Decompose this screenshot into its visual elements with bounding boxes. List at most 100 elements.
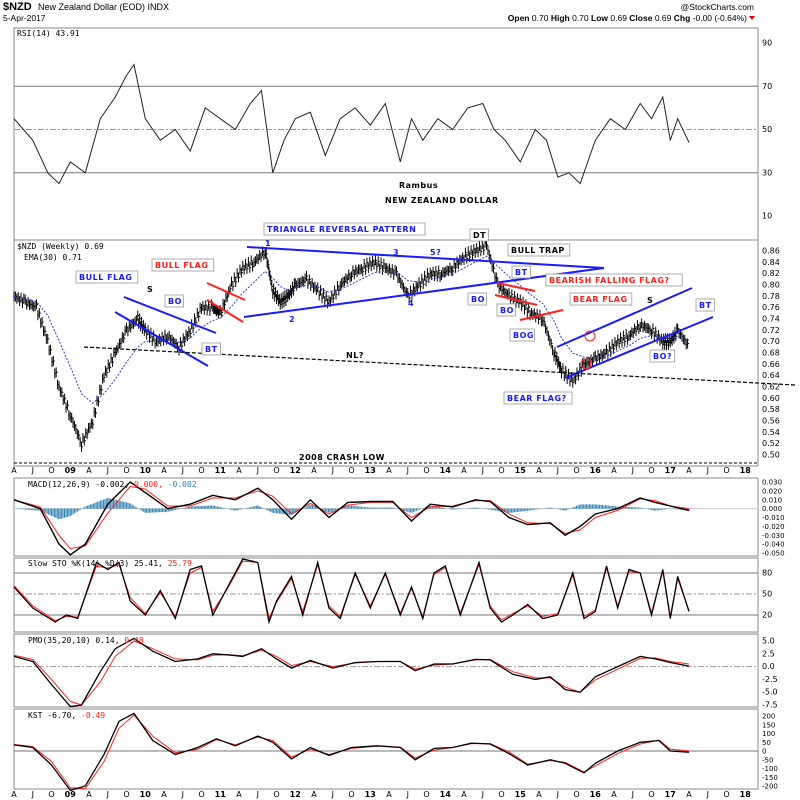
legends: RSI(14) 43.91 $NZD (Weekly) 0.69 EMA(30)… <box>17 29 197 720</box>
x-tick-label: A <box>161 466 167 475</box>
annotation-label: 5? <box>430 248 441 257</box>
y-tick-label: -0.040 <box>762 541 785 549</box>
annotation-box <box>263 222 426 236</box>
annotation-box <box>164 294 184 308</box>
annotation-label: BO <box>496 303 516 317</box>
y-tick-label: 100 <box>762 730 775 738</box>
x-tick-label: 15 <box>515 466 527 475</box>
y-tick-label: -150 <box>762 774 778 782</box>
annotation-text: BOG <box>513 331 534 340</box>
annotation-text: 1 <box>265 239 271 248</box>
x-tick-label: J <box>631 790 634 799</box>
annotation-text: BO <box>168 297 182 306</box>
annotation-text: Rambus <box>399 181 438 190</box>
x-tick-label: J <box>406 466 409 475</box>
annotation-text: BT <box>205 345 218 354</box>
symbol: $NZD <box>3 1 32 13</box>
annotation-box <box>507 243 571 257</box>
y-tick-label: 80 <box>762 569 772 578</box>
x-tick-label: 18 <box>740 466 752 475</box>
x-tick-label: O <box>648 790 654 799</box>
x-tick-label: A <box>11 790 17 799</box>
x-tick-label: 18 <box>740 790 752 799</box>
y-tick-label: 0.60 <box>762 394 780 403</box>
pmo-signal-line <box>13 640 690 706</box>
x-tick-label: J <box>556 466 559 475</box>
kst-legend: KST -6.70, -0.49 <box>28 711 105 720</box>
annotation-label: BT <box>201 342 221 356</box>
highlight-circle <box>580 358 592 370</box>
annotation-text: S <box>147 285 153 294</box>
x-tick-label: O <box>723 466 729 475</box>
instrument-name: New Zealand Dollar (EOD) INDX <box>38 2 169 12</box>
x-tick-label: O <box>498 790 504 799</box>
x-tick-label: A <box>86 790 92 799</box>
x-tick-label: O <box>573 790 579 799</box>
chg-label: Chg <box>674 13 691 23</box>
annotation-label: Rambus <box>399 181 438 190</box>
panel-frame <box>13 633 759 708</box>
trendline <box>496 282 536 292</box>
chart-panels: 90705030100.860.840.820.800.780.760.740.… <box>11 27 785 799</box>
pmo-line <box>13 637 690 708</box>
annotation-text: BEAR FLAG <box>573 295 628 304</box>
annotation-label: NL? <box>346 351 363 360</box>
kst-value: KST -6.70, <box>28 711 76 720</box>
y-tick-label: 0.010 <box>762 496 782 504</box>
x-tick-label: O <box>648 466 654 475</box>
x-tick-label: O <box>48 790 54 799</box>
y-tick-label: 5.0 <box>762 637 775 646</box>
y-tick-label: 90 <box>762 39 772 48</box>
kst-signal-line <box>13 714 690 790</box>
annotation-label: BT <box>511 265 531 279</box>
y-tick-label: 0.50 <box>762 451 780 460</box>
x-tick-label: A <box>11 466 17 475</box>
annotation-box <box>545 273 683 287</box>
high-label: High <box>551 13 570 23</box>
x-tick-label: J <box>331 790 334 799</box>
trendline <box>123 296 217 334</box>
y-tick-label: -5.0 <box>762 688 778 697</box>
y-tick-label: -0.030 <box>762 532 785 540</box>
y-tick-label: 0.58 <box>762 405 780 414</box>
close-value: 0.69 <box>655 13 672 23</box>
annotation-label: S <box>147 285 153 294</box>
x-tick-label: O <box>573 466 579 475</box>
annotation-text: 2 <box>289 315 295 324</box>
y-tick-label: -7.5 <box>762 701 778 710</box>
y-tick-label: 150 <box>762 721 775 729</box>
annotation-label: BO? <box>649 349 676 363</box>
x-tick-label: J <box>31 466 34 475</box>
x-tick-label: O <box>348 466 354 475</box>
annotation-text: NEW ZEALAND DOLLAR <box>385 196 499 205</box>
x-tick-label: 13 <box>365 466 376 475</box>
y-tick-label: 0.56 <box>762 417 780 426</box>
sto-d-value: 25.79 <box>168 559 192 568</box>
rsi-line <box>13 63 690 185</box>
annotation-box <box>467 292 487 306</box>
x-tick-label: J <box>106 790 109 799</box>
pmo-signal-value: 0.48 <box>124 636 143 645</box>
x-tick-label: 10 <box>140 466 152 475</box>
x-tick-label: J <box>31 790 34 799</box>
annotation-text: BT <box>515 268 528 277</box>
y-tick-label: 0.84 <box>762 258 780 267</box>
y-tick-label: 0.020 <box>762 487 782 495</box>
x-tick-label: 09 <box>65 790 77 799</box>
annotation-text: DT <box>473 231 486 240</box>
annotation-box <box>695 298 715 312</box>
x-tick-label: O <box>48 466 54 475</box>
sto-legend: Slow STO %K(14) %D(3) 25.41, 25.79 <box>28 559 192 568</box>
macd-value: MACD(12,26,9) -0.002, <box>28 480 129 489</box>
annotation-label: 3 <box>393 248 399 257</box>
y-tick-label: 0.000 <box>762 505 782 513</box>
macd-legend: MACD(12,26,9) -0.002, 0.000, -0.002 <box>28 480 197 489</box>
sto-d-line <box>13 560 690 622</box>
annotation-box <box>511 265 531 279</box>
pmo-value: PMO(35,20,10) 0.14, <box>28 636 120 645</box>
y-tick-label: 200 <box>762 713 775 721</box>
annotation-text: BO? <box>653 352 672 361</box>
annotation-label: TRIANGLE REVERSAL PATTERN <box>263 222 426 236</box>
annotation-label: DT <box>469 228 489 242</box>
x-tick-label: J <box>556 790 559 799</box>
